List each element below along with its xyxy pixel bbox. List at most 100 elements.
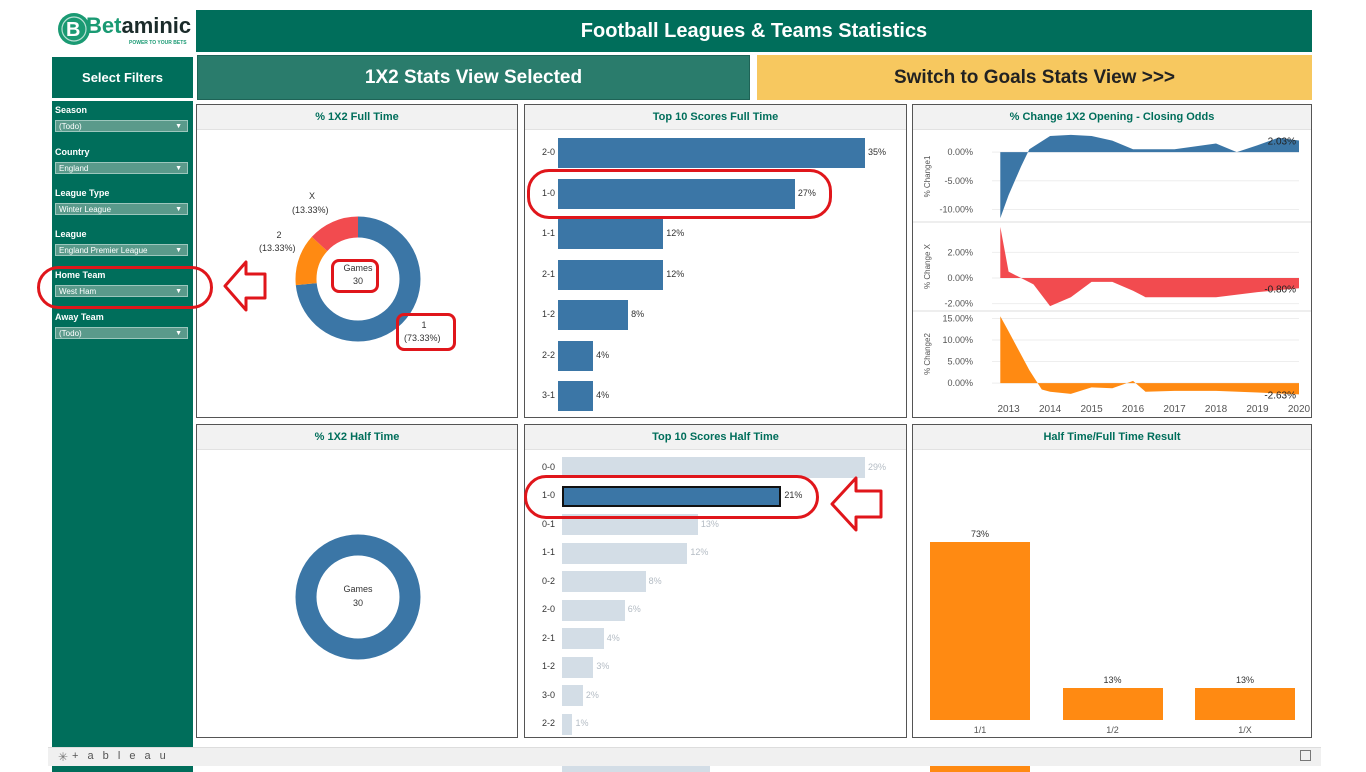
end-value-label: -2.63% (1264, 390, 1296, 401)
score-bar[interactable] (558, 178, 795, 209)
away-team-label: Away Team (55, 312, 104, 322)
score-bar[interactable] (562, 713, 573, 735)
odds-change-panel: % Change 1X2 Opening - Closing Odds 0.00… (912, 104, 1312, 418)
slice-1-name: 1 (421, 320, 427, 330)
score-label: 2-0 (541, 604, 555, 614)
chevron-down-icon: ▼ (175, 165, 182, 172)
cutoff-bar (930, 766, 1030, 772)
score-bar[interactable] (562, 514, 698, 535)
score-bar[interactable] (558, 340, 594, 371)
odds-change-chart: 0.00% -5.00% -10.00% % Change1 2.03% 2.00% 0.0… (913, 134, 1311, 415)
score-value-label: 12% (666, 228, 685, 238)
brand-suffix: aminic (121, 13, 192, 38)
x-tick-label: 2019 (1246, 404, 1269, 415)
score-value-label: 27% (797, 187, 816, 198)
cutoff-bar (562, 766, 710, 772)
score-bar[interactable] (558, 300, 629, 330)
y-tick-label: -5.00% (944, 176, 973, 186)
switch-goals-view-button[interactable]: Switch to Goals Stats View >>> (757, 55, 1312, 100)
score-label: 2-1 (541, 632, 555, 643)
score-1-0-ft-highlight (527, 169, 832, 219)
league-select[interactable]: England Premier League ▼ (55, 244, 188, 256)
chevron-down-icon: ▼ (175, 288, 182, 295)
league-type-select[interactable]: Winter League ▼ (55, 203, 188, 215)
ht-1x2-title: % 1X2 Half Time (197, 425, 517, 450)
score-value-label: 6% (627, 604, 641, 614)
score-value-label: 1% (575, 718, 589, 728)
x-tick-label: 2016 (1122, 404, 1145, 415)
score-label: 1-0 (541, 490, 555, 500)
y-tick-label: -2.00% (944, 299, 973, 309)
slice-x-name: X (308, 191, 315, 201)
score-label: 3-1 (541, 390, 555, 400)
score-bar[interactable] (562, 485, 782, 507)
brand-tagline: POWER TO YOUR BETS (129, 40, 187, 46)
games-highlight (331, 259, 379, 293)
chevron-down-icon: ▼ (175, 206, 182, 213)
season-label: Season (55, 105, 88, 115)
score-label: 3-0 (541, 689, 555, 700)
score-label: 1-1 (541, 547, 555, 557)
htft-bar[interactable] (1195, 688, 1295, 720)
away-team-select[interactable]: (Todo) ▼ (55, 327, 188, 339)
y-tick-label: 0.00% (947, 147, 973, 157)
htft-panel: Half Time/Full Time Result 73% 1/1 13% 1/2 1… (912, 424, 1312, 738)
score-bar[interactable] (562, 457, 865, 478)
tableau-footer: ✳ + a b l e a u (48, 747, 1321, 766)
score-label: 2-0 (541, 147, 555, 157)
home-team-highlight (37, 266, 213, 309)
slice-x-pct: (13.33%) (292, 205, 329, 215)
htft-category-label: 1/2 (1106, 725, 1119, 735)
y-tick-label: 10.00% (942, 335, 973, 345)
league-value: England Premier League (59, 246, 148, 255)
htft-bar[interactable] (930, 541, 1030, 720)
country-select[interactable]: England ▼ (55, 162, 188, 174)
score-bar[interactable] (562, 685, 583, 706)
htft-category-label: 1/X (1238, 725, 1252, 735)
top-ft-title: Top 10 Scores Full Time (525, 105, 906, 130)
score-bar[interactable] (562, 656, 594, 678)
score-bar[interactable] (562, 542, 688, 564)
y-tick-label: -10.00% (939, 205, 973, 215)
score-label: 0-1 (541, 518, 555, 529)
odds-change-title: % Change 1X2 Opening - Closing Odds (913, 105, 1311, 130)
home-team-select[interactable]: West Ham ▼ (55, 285, 188, 297)
score-value-label: 3% (596, 661, 610, 671)
ht-games-label: Games (343, 584, 373, 594)
y-tick-label: 0.00% (947, 378, 973, 388)
score-bar[interactable] (558, 138, 865, 168)
htft-bar[interactable] (1062, 688, 1163, 720)
view-selected-button[interactable]: 1X2 Stats View Selected (197, 55, 750, 100)
score-label: 2-1 (541, 268, 555, 279)
y-axis-label: % Change1 (923, 155, 932, 197)
x-tick-label: 2015 (1080, 404, 1103, 415)
ft-games-label: Games (343, 263, 373, 273)
score-label: 2-2 (541, 349, 555, 360)
score-bar[interactable] (558, 381, 594, 411)
score-bar[interactable] (562, 628, 604, 649)
htft-value-label: 73% (970, 528, 989, 539)
odds-area (1000, 134, 1299, 219)
score-bar[interactable] (562, 599, 625, 621)
score-bar[interactable] (558, 219, 664, 249)
ft-games-value: 30 (352, 276, 363, 286)
slice-1-pct: (73.33%) (404, 333, 441, 343)
score-value-label: 8% (648, 575, 662, 586)
score-label: 2-2 (541, 718, 555, 728)
y-tick-label: 2.00% (947, 247, 973, 257)
score-label: 1-2 (541, 661, 555, 671)
htft-value-label: 13% (1103, 675, 1122, 686)
league-type-label: League Type (55, 188, 110, 198)
score-value-label: 4% (596, 349, 610, 360)
score-value-label: 12% (690, 547, 709, 557)
score-bar[interactable] (562, 571, 646, 592)
top-ht-chart: 0-0 29% 1-0 21% 0-1 13% 1-1 12% 0-2 8% 2-0 6% 2-1 4% 1… (525, 450, 906, 737)
end-value-label: -0.80% (1264, 284, 1296, 295)
score-label: 0-0 (541, 461, 555, 472)
score-value-label: 8% (631, 309, 645, 319)
filters-title: Select Filters (52, 57, 193, 98)
score-bar[interactable] (558, 259, 664, 290)
season-select[interactable]: (Todo) ▼ (55, 120, 188, 132)
chevron-down-icon: ▼ (175, 123, 182, 130)
fullscreen-icon[interactable] (1300, 750, 1311, 761)
